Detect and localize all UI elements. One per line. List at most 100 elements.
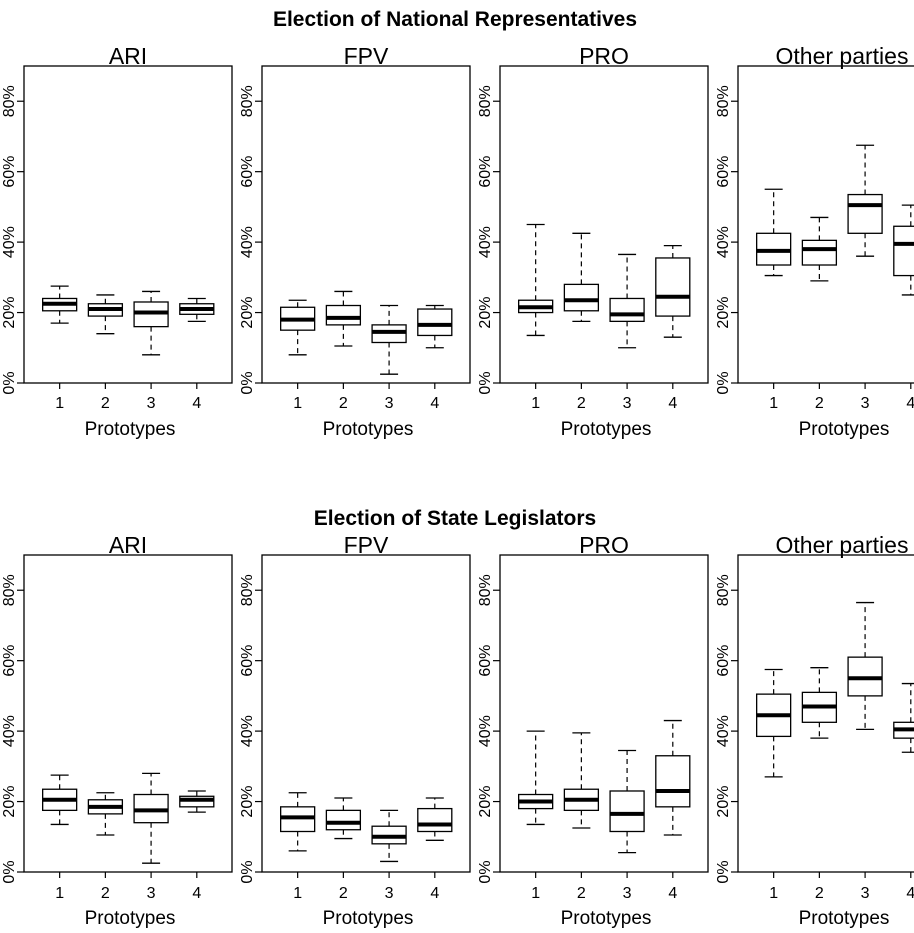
x-tick-label: 4 xyxy=(906,395,914,412)
y-tick-label: 40% xyxy=(715,715,732,747)
y-tick-label: 20% xyxy=(239,297,256,329)
y-tick-label: 20% xyxy=(715,297,732,329)
x-tick-label: 3 xyxy=(147,885,156,902)
box-4 xyxy=(655,244,691,338)
y-tick-label: 80% xyxy=(715,574,732,606)
panel-title: Other parties xyxy=(776,532,909,558)
x-tick-label: 4 xyxy=(906,885,914,902)
x-tick-label: 1 xyxy=(769,395,778,412)
y-tick-label: 20% xyxy=(1,786,18,818)
box-4 xyxy=(179,790,215,813)
panel-national-ari: ARI 0% 20% 40% 60% 80% 1 2 3 4 Prototypes xyxy=(1,43,233,440)
x-axis-label: Prototypes xyxy=(85,908,176,929)
x-tick-label: 3 xyxy=(623,395,632,412)
plot-frame xyxy=(499,65,709,384)
y-tick-label: 80% xyxy=(477,85,494,117)
x-tick-label: 4 xyxy=(668,395,677,412)
box-1 xyxy=(42,774,78,826)
y-tick-label: 0% xyxy=(239,860,256,883)
y-tick-label: 80% xyxy=(1,85,18,117)
y-tick-label: 60% xyxy=(477,156,494,188)
y-tick-label: 60% xyxy=(1,156,18,188)
box-2 xyxy=(87,792,124,836)
y-tick-label: 40% xyxy=(1,715,18,747)
panel-state-other-parties: Other parties 0% 20% 40% 60% 80% 1 2 3 4 Prototype… xyxy=(715,532,914,929)
y-tick-label: 80% xyxy=(239,574,256,606)
row-title-state: Election of State Legislators xyxy=(314,507,596,530)
x-tick-label: 3 xyxy=(147,395,156,412)
iqr-box xyxy=(893,225,914,277)
y-tick-label: 60% xyxy=(1,645,18,677)
x-tick-label: 3 xyxy=(861,395,870,412)
panel-title: Other parties xyxy=(776,43,909,69)
x-axis-label: Prototypes xyxy=(561,908,652,929)
y-tick-label: 0% xyxy=(1,371,18,394)
iqr-box xyxy=(563,283,600,312)
box-4 xyxy=(417,304,453,349)
plot-frame xyxy=(23,65,233,384)
box-2 xyxy=(801,216,838,282)
y-tick-label: 0% xyxy=(715,860,732,883)
y-tick-label: 20% xyxy=(239,786,256,818)
panel-national-fpv: FPV 0% 20% 40% 60% 80% 1 2 3 4 Prototypes xyxy=(239,43,471,440)
box-2 xyxy=(325,797,362,840)
x-tick-label: 2 xyxy=(577,885,586,902)
y-tick-label: 40% xyxy=(477,715,494,747)
x-tick-label: 2 xyxy=(339,395,348,412)
box-2 xyxy=(563,732,600,829)
iqr-box xyxy=(417,807,453,833)
x-tick-label: 1 xyxy=(531,395,540,412)
y-tick-label: 80% xyxy=(715,85,732,117)
x-tick-label: 3 xyxy=(861,885,870,902)
x-tick-label: 2 xyxy=(339,885,348,902)
box-1 xyxy=(756,188,792,277)
panel-state-pro: PRO 0% 20% 40% 60% 80% 1 2 3 4 Prototypes xyxy=(477,532,709,929)
y-tick-label: 60% xyxy=(239,156,256,188)
y-tick-label: 20% xyxy=(477,786,494,818)
x-tick-label: 2 xyxy=(815,395,824,412)
box-3 xyxy=(371,304,407,375)
box-2 xyxy=(801,667,838,739)
plot-frame xyxy=(261,65,471,384)
panel-title: ARI xyxy=(109,532,147,558)
x-tick-label: 1 xyxy=(293,885,302,902)
plot-frame xyxy=(499,554,709,873)
plot-frame xyxy=(23,554,233,873)
y-tick-label: 80% xyxy=(1,574,18,606)
panel-title: PRO xyxy=(579,43,629,69)
x-tick-label: 1 xyxy=(55,395,64,412)
y-tick-label: 60% xyxy=(715,156,732,188)
x-tick-label: 1 xyxy=(293,395,302,412)
box-1 xyxy=(518,730,554,826)
y-tick-label: 40% xyxy=(1,226,18,258)
y-tick-label: 0% xyxy=(239,371,256,394)
panel-national-pro: PRO 0% 20% 40% 60% 80% 1 2 3 4 Prototypes xyxy=(477,43,709,440)
iqr-box xyxy=(847,193,883,234)
box-2 xyxy=(325,290,362,347)
y-tick-label: 40% xyxy=(239,715,256,747)
x-tick-label: 4 xyxy=(430,885,439,902)
x-tick-label: 3 xyxy=(385,395,394,412)
y-tick-label: 0% xyxy=(477,371,494,394)
y-tick-label: 0% xyxy=(715,371,732,394)
box-4 xyxy=(655,719,691,836)
iqr-box xyxy=(609,790,645,833)
box-1 xyxy=(42,285,78,324)
plot-frame xyxy=(737,554,914,873)
x-tick-label: 2 xyxy=(101,395,110,412)
panel-state-fpv: FPV 0% 20% 40% 60% 80% 1 2 3 4 Prototypes xyxy=(239,532,471,929)
y-tick-label: 40% xyxy=(715,226,732,258)
y-tick-label: 80% xyxy=(477,574,494,606)
x-tick-label: 2 xyxy=(577,395,586,412)
y-tick-label: 80% xyxy=(239,85,256,117)
panel-national-other-parties: Other parties 0% 20% 40% 60% 80% 1 2 3 4 Prototype… xyxy=(715,43,914,440)
box-3 xyxy=(847,144,883,257)
x-tick-label: 1 xyxy=(769,885,778,902)
panel-title: FPV xyxy=(344,532,389,558)
box-2 xyxy=(563,232,600,323)
box-1 xyxy=(518,223,554,337)
x-tick-label: 2 xyxy=(815,885,824,902)
box-4 xyxy=(417,797,453,841)
